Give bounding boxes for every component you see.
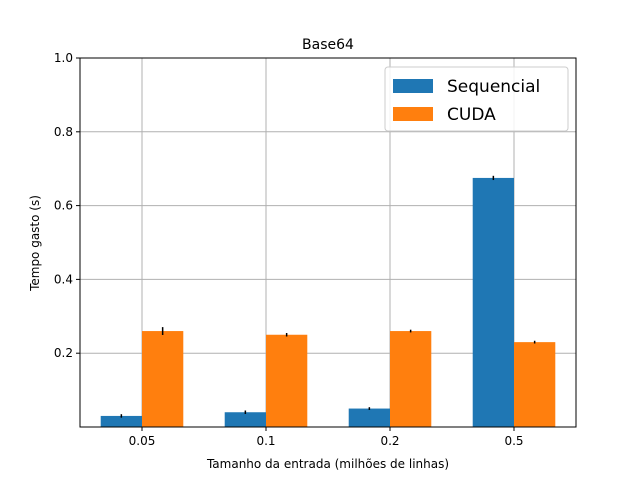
axis-ticks: 0.05 0.1 0.2 0.5 0.2 0.4 0.6 0.8 1.0 — [54, 51, 524, 448]
legend-label: CUDA — [447, 105, 496, 125]
legend-swatch — [393, 79, 433, 93]
y-tick-label: 0.2 — [54, 346, 73, 360]
bar-cuda — [390, 331, 432, 427]
bars — [100, 175, 556, 427]
x-axis-label: Tamanho da entrada (milhões de linhas) — [206, 457, 449, 471]
legend-swatch — [393, 107, 433, 121]
legend: Sequencial CUDA — [384, 66, 569, 132]
legend-label: Sequencial — [447, 77, 540, 97]
bar-cuda — [142, 331, 184, 427]
x-tick-label: 0.2 — [380, 434, 399, 448]
bar-sequencial — [348, 408, 390, 427]
x-tick-label: 0.1 — [256, 434, 275, 448]
y-tick-label: 1.0 — [54, 51, 73, 65]
bar-sequencial — [224, 412, 266, 427]
y-axis-label: Tempo gasto (s) — [28, 195, 42, 292]
bar-cuda — [514, 342, 556, 427]
x-tick-label: 0.5 — [504, 434, 523, 448]
bar-sequencial — [100, 415, 142, 427]
chart-title: Base64 — [302, 37, 354, 53]
bar-cuda — [266, 334, 308, 427]
y-tick-label: 0.8 — [54, 125, 73, 139]
y-tick-label: 0.6 — [54, 199, 73, 213]
plot-frame — [79, 57, 577, 428]
x-tick-label: 0.05 — [129, 434, 156, 448]
y-tick-label: 0.4 — [54, 272, 73, 286]
bar-sequencial — [472, 177, 514, 427]
